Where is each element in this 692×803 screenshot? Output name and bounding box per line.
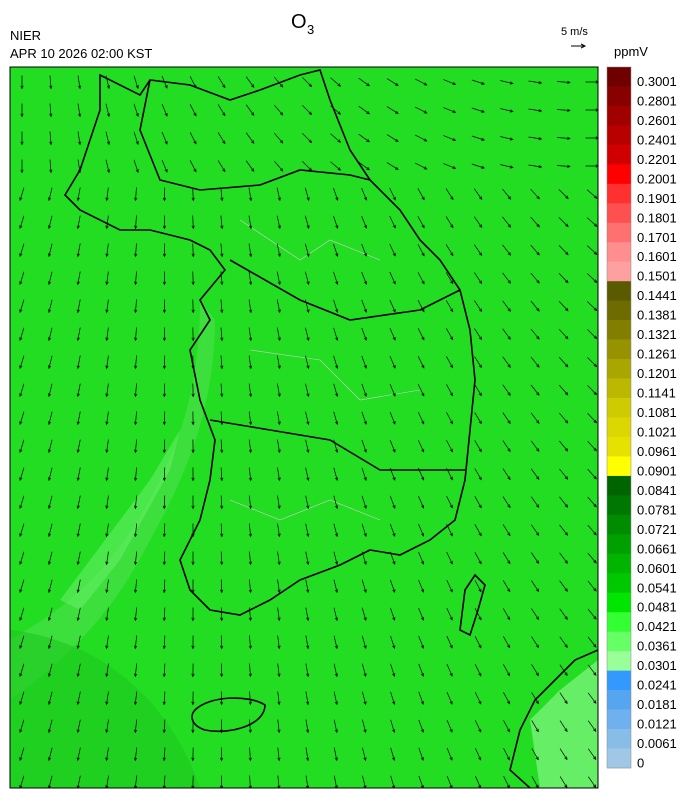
colorbar-label: 0.0721 [637, 522, 677, 537]
colorbar-swatch [607, 534, 631, 554]
colorbar-label: 0.0901 [637, 463, 677, 478]
colorbar-unit: ppmV [614, 44, 648, 59]
colorbar-label: 0.0421 [637, 619, 677, 634]
colorbar-swatch [607, 223, 631, 243]
colorbar-label: 0.1901 [637, 191, 677, 206]
colorbar-swatch [607, 671, 631, 691]
colorbar-swatch [607, 632, 631, 652]
vector-scale-label: 5 m/s [561, 26, 588, 38]
colorbar: 0.3001 0.2801 0.2601 0.2401 0.2201 0.2001 0.19… [607, 67, 677, 771]
colorbar-label: 0.1441 [637, 288, 677, 303]
colorbar-swatch [607, 398, 631, 418]
colorbar-swatch [607, 379, 631, 399]
colorbar-label: 0.0601 [637, 561, 677, 576]
colorbar-swatch [607, 281, 631, 301]
colorbar-label: 0.1701 [637, 230, 677, 245]
colorbar-label: 0.1381 [637, 308, 677, 323]
colorbar-label: 0.0661 [637, 541, 677, 556]
colorbar-swatch [607, 593, 631, 613]
colorbar-label: 0.1601 [637, 249, 677, 264]
colorbar-label: 0.1321 [637, 327, 677, 342]
colorbar-swatch [607, 320, 631, 340]
colorbar-label: 0.0121 [637, 717, 677, 732]
colorbar-label: 0.2001 [637, 171, 677, 186]
colorbar-swatch [607, 749, 631, 769]
colorbar-label: 0.1501 [637, 269, 677, 284]
colorbar-swatch [607, 651, 631, 671]
colorbar-label: 0.0241 [637, 678, 677, 693]
colorbar-swatch [607, 729, 631, 749]
colorbar-swatch [607, 262, 631, 282]
colorbar-label: 0.0541 [637, 580, 677, 595]
colorbar-swatch [607, 515, 631, 535]
colorbar-swatch [607, 495, 631, 515]
colorbar-swatch [607, 359, 631, 379]
colorbar-label: 0.1141 [637, 386, 676, 401]
colorbar-label: 0.2801 [637, 93, 677, 108]
colorbar-swatch [607, 340, 631, 360]
colorbar-swatch [607, 242, 631, 262]
map-title: O [291, 11, 307, 33]
colorbar-label: 0.0181 [637, 697, 677, 712]
colorbar-swatch [607, 164, 631, 184]
colorbar-label: 0.1081 [637, 405, 677, 420]
colorbar-label: 0.0361 [637, 639, 677, 654]
colorbar-label: 0.0781 [637, 502, 677, 517]
colorbar-label: 0.3001 [637, 74, 677, 89]
colorbar-label: 0.2401 [637, 132, 677, 147]
colorbar-label: 0.1021 [637, 424, 677, 439]
source-label: NIER [10, 28, 41, 43]
colorbar-label: 0.1801 [637, 210, 677, 225]
colorbar-swatch [607, 145, 631, 165]
colorbar-swatch [607, 554, 631, 574]
colorbar-swatch [607, 301, 631, 321]
colorbar-label: 0.0841 [637, 483, 677, 498]
colorbar-label: 0.1201 [637, 366, 677, 381]
colorbar-swatch [607, 690, 631, 710]
colorbar-label: 0.2201 [637, 152, 677, 167]
colorbar-swatch [607, 612, 631, 632]
map [10, 67, 599, 788]
colorbar-swatch [607, 710, 631, 730]
colorbar-swatch [607, 456, 631, 476]
colorbar-label: 0.0961 [637, 444, 677, 459]
colorbar-swatch [607, 86, 631, 106]
colorbar-swatch [607, 203, 631, 223]
colorbar-label: 0.1261 [637, 347, 677, 362]
colorbar-swatch [607, 125, 631, 145]
colorbar-swatch [607, 184, 631, 204]
colorbar-swatch [607, 67, 631, 87]
colorbar-swatch [607, 476, 631, 496]
colorbar-label: 0 [637, 756, 644, 771]
colorbar-label: 0.0301 [637, 658, 677, 673]
colorbar-label: 0.0061 [637, 736, 677, 751]
colorbar-label: 0.0481 [637, 600, 677, 615]
colorbar-swatch [607, 437, 631, 457]
datetime-label: APR 10 2026 02:00 KST [10, 46, 152, 61]
colorbar-label: 0.2601 [637, 113, 677, 128]
map-title-subscript: 3 [307, 22, 314, 37]
colorbar-swatch [607, 418, 631, 438]
colorbar-swatch [607, 106, 631, 126]
colorbar-swatch [607, 573, 631, 593]
